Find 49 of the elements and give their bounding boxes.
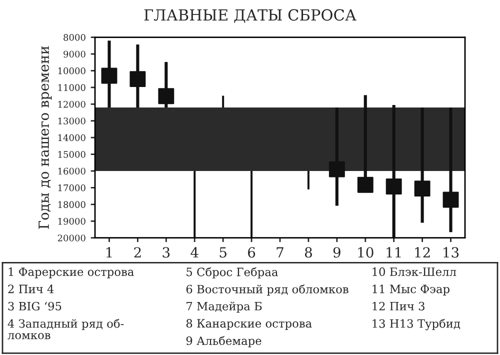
point [386,178,402,195]
y-tick-label: 11000 [58,84,86,91]
x-tick-label: 6 [248,247,256,258]
x-tick-label: 13 [444,247,459,258]
x-tick-label: 1 [106,247,112,258]
text: 10 Блэк-Шелл [372,267,456,276]
y-axis-title: Годы до нашего времени [38,46,52,229]
x-tick-label: 5 [220,247,226,258]
point [130,71,146,88]
x-tick-label: 7 [276,247,284,258]
point [101,68,118,84]
y-tick-label: 13000 [58,118,86,124]
x-tick-label: 9 [333,247,340,258]
y-tick-label: 16000 [58,168,86,175]
text: 13 H13 Турбид [372,318,460,330]
y-tick-label: 9000 [64,50,86,58]
chart-title: ГЛАВНЫЕ ДАТЫ СБРОСА [144,9,356,23]
text: 11 Мыс Фэар [372,284,450,296]
y-tick-label: 10000 [58,67,86,74]
point [158,88,174,104]
x-tick-label: 8 [304,247,312,258]
point [357,176,374,193]
y-tick-label: 12000 [58,100,86,108]
x-tick-label: 10 [358,247,374,258]
x-tick-label: 12 [415,247,430,258]
y-tick-label: 19000 [58,218,86,225]
x-tick-label: 2 [134,247,141,258]
point [442,192,459,208]
text: 5 Сброс Гебраа [186,267,278,278]
text: 9 Альбемаре [186,336,262,348]
y-tick-label: 15000 [58,151,86,158]
y-tick-label: 18000 [58,201,86,208]
point [414,180,430,197]
text: 4 Западный ряд об- ломков [8,318,124,340]
y-tick-label: 8000 [64,34,86,41]
y-tick-label: 20000 [58,234,86,242]
text: 12 Пич 3 [372,302,424,310]
text: 6 Восточный ряд обломков [186,284,348,296]
text: 3 BIG ‘95 [8,302,62,310]
x-tick-label: 4 [190,247,198,258]
text: 1 Фарерские острова [8,267,134,278]
x-tick-label: 11 [386,247,401,258]
point [328,161,345,178]
x-tick-label: 3 [162,247,170,258]
text: 8 Канарские острова [186,319,312,330]
y-tick-label: 14000 [58,134,86,142]
y-tick-label: 17000 [58,184,86,192]
text: 2 Пич 4 [8,284,54,294]
text: 7 Мадейра Б [186,302,262,313]
